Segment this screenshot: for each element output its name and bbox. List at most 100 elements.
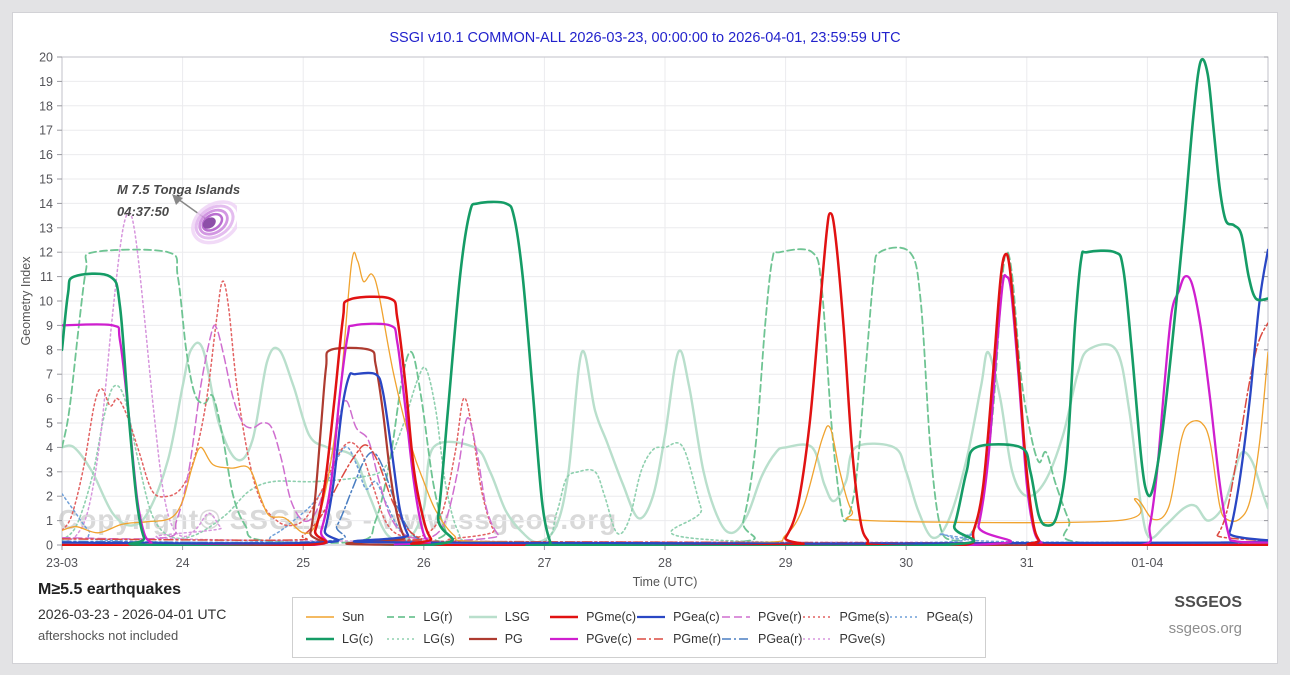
y-tick-label: 11 [40, 270, 53, 284]
legend-label: PGve(s) [839, 631, 886, 646]
y-tick-label: 1 [46, 514, 53, 528]
legend-label: PGme(s) [839, 609, 890, 624]
legend-label: PG [504, 631, 523, 646]
x-tick-label: 25 [296, 556, 310, 570]
legend-label: PGme(c) [586, 609, 637, 624]
x-tick-label: 23-03 [46, 556, 78, 570]
legend-line-sample [387, 637, 416, 640]
x-tick-label: 29 [779, 556, 793, 570]
legend-line-sample [550, 637, 579, 640]
legend-item-PGme(s): PGme(s) [802, 610, 889, 624]
y-tick-label: 13 [39, 221, 53, 235]
legend-line-sample [468, 615, 497, 618]
earthquake-ripple-icon [191, 200, 237, 245]
legend-item-PGve(c): PGve(c) [549, 632, 636, 646]
brand-block: SSGEOS ssgeos.org [1169, 594, 1242, 637]
legend-label: PGea(r) [758, 631, 803, 646]
legend-line-sample [890, 615, 919, 618]
legend-item-PGve(r): PGve(r) [721, 610, 802, 624]
legend-item-LSG: LSG [468, 610, 549, 624]
y-tick-label: 6 [46, 392, 53, 406]
chart-title: SSGI v10.1 COMMON-ALL 2026-03-23, 00:00:… [389, 30, 901, 46]
legend-item-PGve(s): PGve(s) [802, 632, 889, 646]
chart-legend: Sun LG(r) LSG PGme(c) PGea(c) PGve(r) PGme(s) P… [292, 597, 986, 658]
y-axis-title: Geometry Index [19, 256, 33, 346]
series-LG(r) [62, 246, 1268, 546]
y-tick-label: 14 [39, 197, 53, 211]
legend-line-sample [468, 637, 497, 640]
legend-item-LG(s): LG(s) [386, 632, 467, 646]
legend-line-sample [637, 615, 666, 618]
series-PGme(c) [62, 211, 1268, 546]
y-tick-label: 8 [46, 343, 53, 357]
series-LSG [62, 341, 1268, 544]
earthquake-annotation: M 7.5 Tonga Islands 04:37:50 [117, 179, 240, 223]
legend-item-PG: PG [468, 632, 549, 646]
y-tick-label: 16 [39, 148, 53, 162]
y-tick-label: 19 [39, 75, 53, 89]
legend-label: LG(s) [423, 631, 455, 646]
brand-website: ssgeos.org [1168, 620, 1242, 637]
legend-line-sample [803, 637, 832, 640]
y-tick-label: 5 [46, 417, 53, 431]
legend-label: LSG [504, 609, 530, 624]
events-daterange: 2026-03-23 - 2026-04-01 UTC [38, 606, 227, 622]
y-tick-label: 10 [39, 295, 53, 309]
series-group [62, 57, 1268, 546]
legend-item-Sun: Sun [305, 610, 386, 624]
events-aftershock-note: aftershocks not included [38, 628, 179, 643]
x-tick-label: 01-04 [1131, 556, 1163, 570]
y-tick-label: 0 [46, 539, 53, 553]
legend-label: PGve(r) [758, 609, 802, 624]
legend-line-sample [306, 615, 334, 618]
y-tick-label: 2 [46, 490, 53, 504]
legend-label: PGea(s) [926, 609, 973, 624]
legend-label: PGve(c) [586, 631, 632, 646]
y-tick-label: 15 [39, 173, 53, 187]
x-axis-title: Time (UTC) [632, 575, 698, 589]
x-tick-label: 30 [899, 556, 913, 570]
legend-line-sample [722, 615, 750, 618]
y-tick-label: 7 [46, 368, 53, 382]
events-heading: M≥5.5 earthquakes [38, 581, 182, 598]
y-tick-label: 12 [39, 246, 53, 260]
series-PGme(s) [62, 280, 1268, 545]
annotation-time: 04:37:50 [117, 204, 170, 219]
legend-spacer [889, 632, 973, 646]
y-tick-label: 20 [39, 51, 53, 65]
legend-item-PGme(r): PGme(r) [636, 632, 721, 646]
legend-label: Sun [342, 609, 365, 624]
series-PGme(r) [62, 322, 1268, 544]
legend-item-PGea(r): PGea(r) [721, 632, 802, 646]
x-tick-label: 27 [537, 556, 551, 570]
series-LG(c) [62, 57, 1268, 546]
legend-item-LG(c): LG(c) [305, 632, 386, 646]
events-note: M≥5.5 earthquakes 2026-03-23 - 2026-04-0… [38, 581, 226, 643]
y-tick-label: 18 [39, 99, 53, 113]
legend-label: LG(c) [342, 631, 374, 646]
series-Sun [62, 251, 1268, 544]
x-tick-label: 28 [658, 556, 672, 570]
legend-label: PGea(c) [673, 609, 720, 624]
legend-item-PGea(c): PGea(c) [636, 610, 721, 624]
series-PGea(c) [62, 248, 1268, 545]
legend-item-LG(r): LG(r) [386, 610, 467, 624]
legend-line-sample [306, 637, 334, 640]
legend-line-sample [550, 615, 579, 618]
legend-line-sample [637, 637, 666, 640]
legend-line-sample [387, 615, 416, 618]
brand-name: SSGEOS [1174, 594, 1242, 611]
legend-label: PGme(r) [673, 631, 721, 646]
annotation-event: M 7.5 Tonga Islands [117, 182, 241, 197]
legend-label: LG(r) [423, 609, 453, 624]
chart-panel [12, 12, 1278, 664]
x-tick-label: 31 [1020, 556, 1034, 570]
y-tick-label: 9 [46, 319, 53, 333]
legend-item-PGea(s): PGea(s) [889, 610, 973, 624]
y-tick-label: 17 [39, 124, 53, 138]
legend-item-PGme(c): PGme(c) [549, 610, 636, 624]
y-tick-label: 3 [46, 465, 53, 479]
legend-line-sample [722, 637, 750, 640]
x-tick-label: 26 [417, 556, 431, 570]
